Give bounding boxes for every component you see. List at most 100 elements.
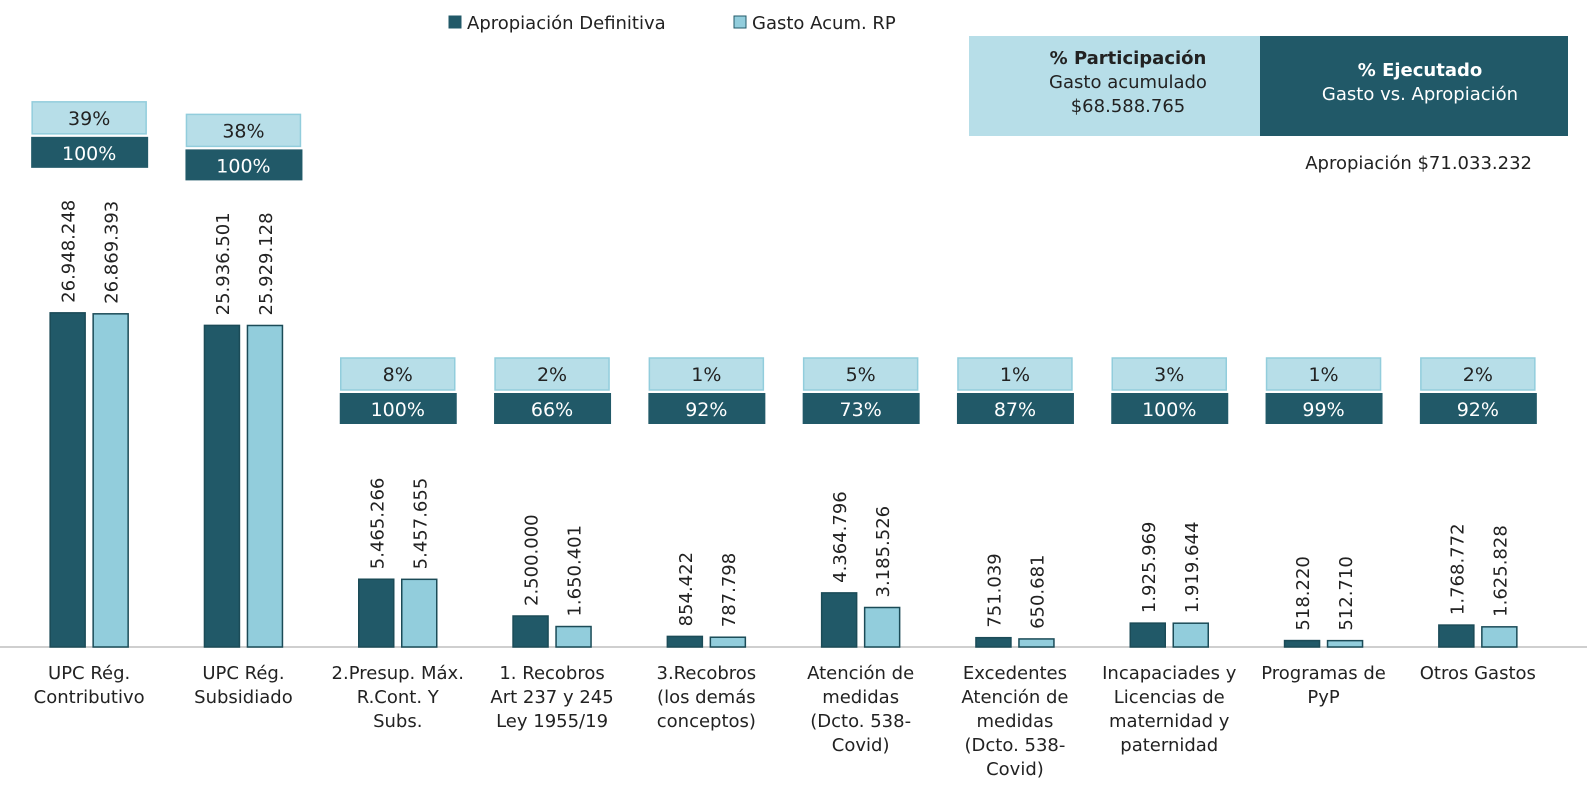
participation-box	[31, 101, 147, 135]
x-tick-line: Subsidiado	[194, 687, 293, 708]
bar	[1438, 624, 1475, 648]
x-tick-label: 1. Recobros Art 237 y 245 Ley 1955/19	[490, 663, 613, 732]
value-label: 5.457.655	[410, 478, 431, 570]
x-tick-label: Excedentes Atención de medidas (Dcto. 538- C…	[961, 663, 1068, 780]
executed-box	[494, 393, 612, 424]
participation-label: 39%	[68, 108, 110, 130]
bar	[401, 578, 438, 648]
key-participation-box	[969, 36, 1260, 136]
x-tick-label: Atención de medidas (Dcto. 538- Covid)	[807, 663, 914, 756]
note: Apropiación $71.033.232	[1305, 153, 1532, 174]
executed-box	[956, 393, 1074, 424]
executed-box	[802, 393, 920, 424]
executed-label: 87%	[994, 399, 1036, 421]
value-label: 650.681	[1027, 554, 1048, 628]
legend-swatch	[448, 15, 462, 29]
participation-label: 2%	[1463, 364, 1493, 386]
value-label: 25.936.501	[213, 212, 234, 315]
x-tick-line: UPC Rég.	[202, 663, 284, 684]
bar	[1018, 638, 1055, 648]
x-tick-line: Licencias de	[1114, 687, 1225, 708]
value-label: 854.422	[676, 552, 697, 626]
x-tick-line: (los demás	[657, 687, 756, 708]
legend-swatch	[733, 15, 747, 29]
value-label: 518.220	[1293, 556, 1314, 630]
bar	[92, 313, 129, 648]
participation-label: 8%	[383, 364, 413, 386]
bar	[1129, 622, 1166, 648]
participation-box	[494, 357, 610, 391]
x-tick-line: 3.Recobros	[657, 663, 757, 684]
participation-box	[1265, 357, 1382, 391]
executed-label: 73%	[840, 399, 882, 421]
x-tick-line: medidas	[822, 687, 899, 708]
executed-label: 99%	[1302, 399, 1344, 421]
x-tick-line: Programas de	[1261, 663, 1386, 684]
executed-label: 92%	[685, 399, 727, 421]
value-label: 25.929.128	[256, 212, 277, 315]
x-tick-line: medidas	[977, 711, 1054, 732]
key-executed-title: % Ejecutado	[1358, 60, 1482, 81]
key-participation-title: % Participación	[1050, 48, 1207, 69]
x-tick-line: R.Cont. Y	[357, 687, 440, 708]
value-label: 2.500.000	[522, 514, 543, 606]
x-tick-line: maternidad y	[1109, 711, 1230, 732]
x-tick-label: Otros Gastos	[1420, 663, 1536, 684]
executed-label: 92%	[1457, 399, 1499, 421]
x-tick-label: 2.Presup. Máx. R.Cont. Y Subs.	[332, 663, 464, 732]
bar	[1172, 622, 1209, 648]
bar	[512, 615, 549, 648]
bar	[709, 636, 747, 648]
bar	[203, 324, 241, 648]
x-tick-line: Atención de	[961, 687, 1068, 708]
participation-box	[648, 357, 765, 391]
key-executed-box	[1260, 36, 1568, 136]
value-label: 1.919.644	[1182, 522, 1203, 614]
bar	[820, 592, 858, 648]
value-label: 5.465.266	[367, 478, 388, 570]
value-label: 1.768.772	[1447, 523, 1468, 615]
executed-box	[648, 393, 766, 424]
value-label: 1.650.401	[565, 525, 586, 617]
bar	[555, 625, 592, 648]
x-tick-line: Subs.	[373, 711, 422, 732]
executed-label: 100%	[62, 143, 116, 165]
executed-box	[339, 393, 457, 424]
bar	[1326, 639, 1364, 648]
bar	[358, 578, 395, 648]
x-tick-line: 1. Recobros	[499, 663, 604, 684]
value-label: 751.039	[984, 553, 1005, 627]
key-participation-total: $68.588.765	[1071, 96, 1186, 117]
participation-label: 3%	[1154, 364, 1184, 386]
x-tick-line: Ley 1955/19	[496, 711, 608, 732]
participation-label: 2%	[537, 364, 567, 386]
x-tick-label: 3.Recobros (los demás conceptos)	[657, 663, 757, 732]
executed-label: 100%	[216, 155, 270, 177]
executed-label: 100%	[371, 399, 425, 421]
participation-box	[1111, 357, 1227, 391]
participation-box	[185, 113, 302, 148]
executed-box	[1265, 393, 1383, 424]
participation-box	[340, 357, 456, 391]
bar	[975, 636, 1012, 648]
x-tick-line: Art 237 y 245	[490, 687, 613, 708]
participation-label: 38%	[222, 120, 264, 142]
executed-box	[185, 149, 303, 181]
x-tick-line: Covid)	[832, 735, 890, 756]
participation-label: 1%	[1000, 364, 1030, 386]
x-tick-line: conceptos)	[657, 711, 756, 732]
value-label: 512.710	[1336, 556, 1357, 630]
value-label: 4.364.796	[830, 491, 851, 583]
x-tick-label: Incapaciades y Licencias de maternidad y pa…	[1102, 663, 1237, 756]
participation-label: 5%	[846, 364, 876, 386]
bar	[666, 635, 704, 648]
value-label: 26.948.248	[59, 200, 80, 303]
x-tick-line: Incapaciades y	[1102, 663, 1237, 684]
executed-box	[1419, 393, 1537, 424]
participation-box	[957, 357, 1073, 391]
participation-box	[1420, 357, 1536, 391]
bar	[1481, 626, 1518, 648]
executed-box	[1111, 393, 1229, 424]
value-label: 1.925.969	[1139, 522, 1160, 614]
